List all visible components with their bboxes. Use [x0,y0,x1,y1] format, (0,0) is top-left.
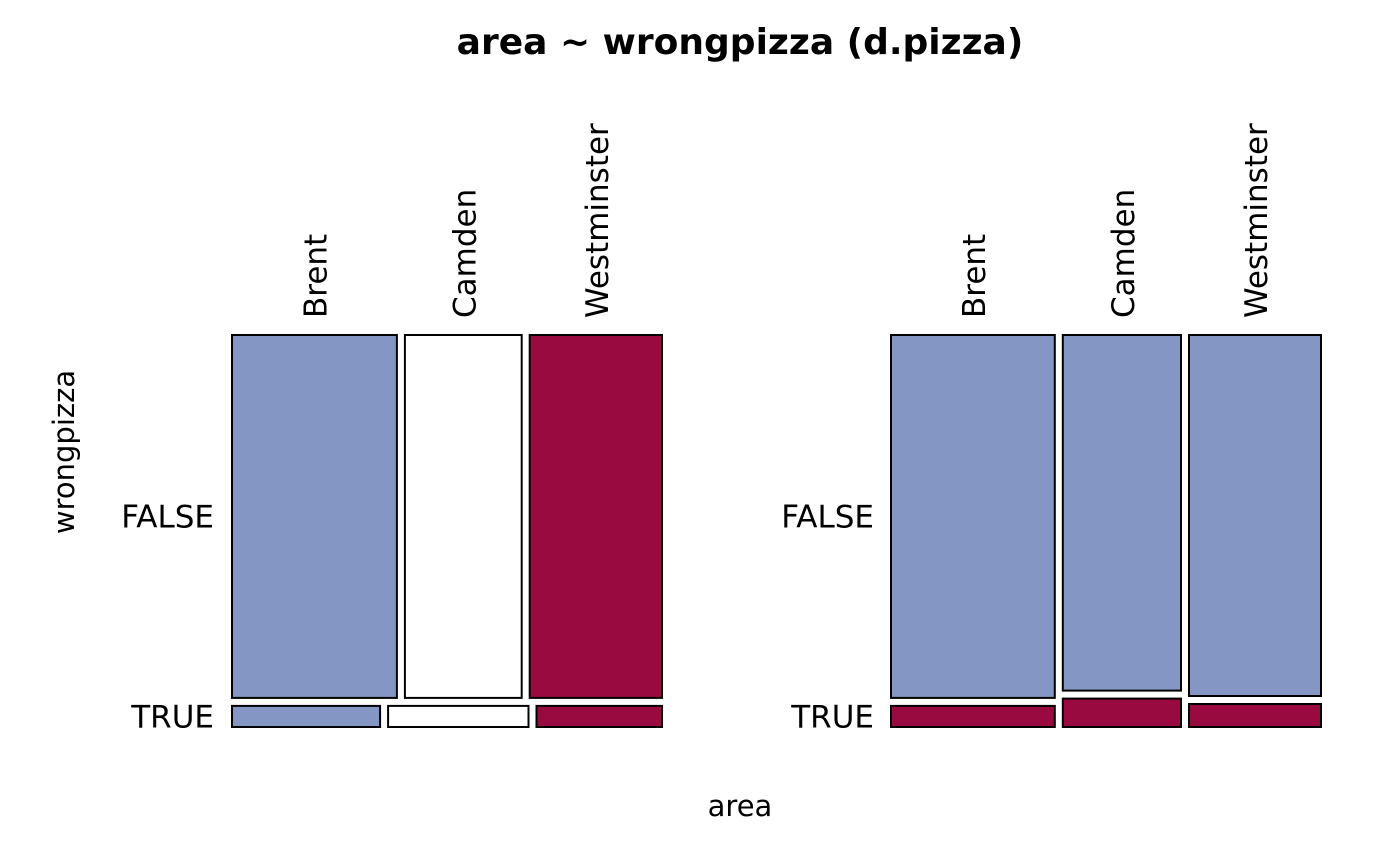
area-label-left-brent: Brent [299,234,335,318]
area-label-left-camden: Camden [447,189,483,318]
wrongpizza-label-right-false: FALSE [781,499,874,535]
tile-left-camden-true [387,704,530,729]
x-axis-title: area [708,789,773,823]
wrongpizza-label-left-true: TRUE [130,699,214,735]
tile-left-westminster-false [528,334,664,699]
tile-right-westminster-true [1188,703,1322,728]
tile-left-brent-true [231,704,382,729]
chart-title: area ~ wrongpizza (d.pizza) [457,22,1024,63]
wrongpizza-label-left-false: FALSE [121,499,214,535]
tile-right-camden-false [1061,334,1183,692]
tile-right-camden-true [1061,697,1183,728]
area-label-right-brent: Brent [957,234,993,318]
mosaic-panel-right: Brent Camden Westminster FALSE TRUE [781,123,1322,735]
tile-right-westminster-false [1188,334,1322,697]
area-label-left-westminster: Westminster [580,123,616,318]
tile-left-brent-false [231,334,398,699]
mosaic-panel-left: Brent Camden Westminster FALSE TRUE [121,123,664,735]
area-label-right-westminster: Westminster [1239,123,1275,318]
tile-left-camden-false [403,334,523,699]
area-label-right-camden: Camden [1106,189,1142,318]
tile-right-brent-true [890,704,1056,729]
y-axis-title: wrongpizza [47,370,81,534]
tile-left-westminster-true [535,704,663,729]
tile-right-brent-false [890,334,1056,699]
wrongpizza-label-right-true: TRUE [790,699,874,735]
